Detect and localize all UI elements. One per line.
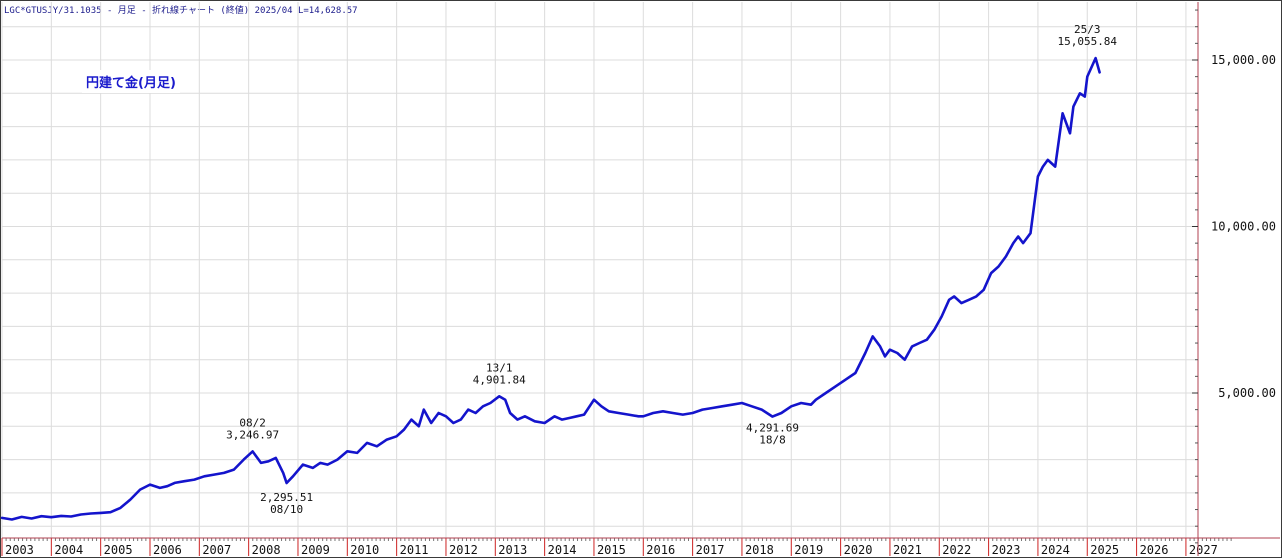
x-tick-label: 2013 bbox=[498, 543, 527, 557]
series-layer bbox=[0, 56, 1101, 521]
annotation-label: 15,055.84 bbox=[1057, 35, 1117, 48]
x-tick-label: 2017 bbox=[696, 543, 725, 557]
x-tick-label: 2008 bbox=[252, 543, 281, 557]
price-line bbox=[0, 56, 1101, 521]
x-tick-label: 2010 bbox=[350, 543, 379, 557]
annotation-label: 08/10 bbox=[270, 503, 303, 516]
x-tick-label: 2012 bbox=[449, 543, 478, 557]
x-tick-label: 2007 bbox=[202, 543, 231, 557]
annotation-label: 18/8 bbox=[759, 434, 786, 447]
x-tick-label: 2005 bbox=[104, 543, 133, 557]
x-tick-label: 2023 bbox=[992, 543, 1021, 557]
x-tick-label: 2015 bbox=[597, 543, 626, 557]
x-tick-label: 2022 bbox=[942, 543, 971, 557]
x-tick-label: 2019 bbox=[794, 543, 823, 557]
chart-title: 円建て金(月足) bbox=[82, 70, 180, 93]
x-tick-label: 2025 bbox=[1090, 543, 1119, 557]
x-tick-label: 2020 bbox=[844, 543, 873, 557]
y-tick-label: 5,000.00 bbox=[1218, 386, 1276, 400]
x-tick-label: 2004 bbox=[54, 543, 83, 557]
x-tick-label: 2003 bbox=[5, 543, 34, 557]
annotation-label: 25/3 bbox=[1074, 23, 1101, 36]
x-tick-label: 2016 bbox=[646, 543, 675, 557]
x-tick-label: 2024 bbox=[1041, 543, 1070, 557]
chart-info-line: LGC*GTUSJY/31.1035 - 月足 - 折れ線チャート (終値) 2… bbox=[4, 6, 358, 16]
x-tick-label: 2027 bbox=[1189, 543, 1218, 557]
x-tick-label: 2011 bbox=[400, 543, 429, 557]
x-tick-label: 2021 bbox=[893, 543, 922, 557]
annotation-label: 3,246.97 bbox=[226, 428, 279, 441]
x-tick-label: 2018 bbox=[745, 543, 774, 557]
x-tick-label: 2009 bbox=[301, 543, 330, 557]
annotation-label: 4,901.84 bbox=[473, 373, 526, 386]
x-tick-label: 2014 bbox=[548, 543, 577, 557]
annotation-label: 4,291.69 bbox=[746, 422, 799, 435]
annotation-label: 08/2 bbox=[239, 416, 266, 429]
y-tick-label: 15,000.00 bbox=[1211, 53, 1276, 67]
y-tick-label: 10,000.00 bbox=[1211, 220, 1276, 234]
x-tick-label: 2026 bbox=[1140, 543, 1169, 557]
annotation-label: 2,295.51 bbox=[260, 491, 313, 504]
grid-layer bbox=[1, 2, 1198, 538]
annotation-label: 13/1 bbox=[486, 361, 513, 374]
x-tick-label: 2006 bbox=[153, 543, 182, 557]
